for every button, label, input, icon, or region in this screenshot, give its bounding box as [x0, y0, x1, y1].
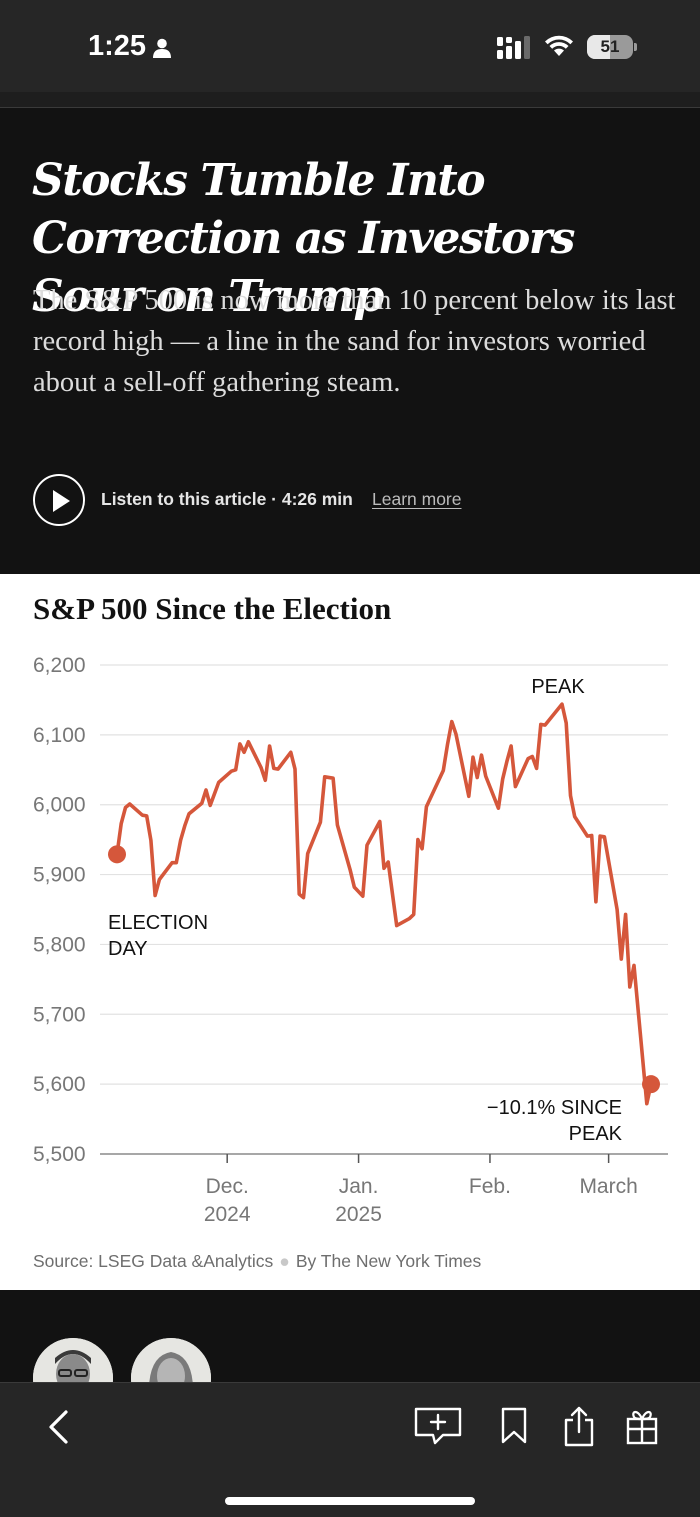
x-tick-label: Feb.: [469, 1175, 511, 1198]
authors-strip: [0, 1290, 700, 1382]
battery-indicator: 51: [587, 35, 637, 59]
x-tick-label: Jan.: [339, 1175, 379, 1198]
play-icon: [53, 490, 70, 512]
chart-title: S&P 500 Since the Election: [33, 591, 392, 626]
source-text: Source: LSEG Data &Analytics: [33, 1251, 274, 1271]
wifi-icon: [545, 35, 573, 56]
y-tick-label: 6,200: [33, 654, 86, 677]
y-tick-label: 5,700: [33, 1003, 86, 1026]
chart-source: Source: LSEG Data &Analytics ● By The New …: [33, 1251, 482, 1271]
latest-point: [642, 1075, 660, 1094]
author-photo-icon: [131, 1338, 211, 1382]
annotation-decline: −10.1% SINCE: [487, 1097, 622, 1119]
sp500-series-line: [115, 702, 653, 1106]
comment-add-icon[interactable]: [413, 1406, 463, 1446]
bookmark-icon[interactable]: [501, 1407, 527, 1445]
article-summary: The S&P 500 is now more than 10 percent …: [33, 285, 676, 398]
author-avatar[interactable]: [33, 1338, 113, 1382]
annotation-election-day: DAY: [108, 938, 148, 960]
top-divider: [0, 92, 700, 108]
y-tick-label: 6,000: [33, 794, 86, 817]
annotation-peak: PEAK: [531, 676, 585, 698]
byline-text: By The New York Times: [295, 1251, 482, 1271]
play-audio-button[interactable]: [33, 474, 85, 526]
author-photo-icon: [33, 1338, 113, 1382]
battery-level: 51: [600, 37, 620, 56]
y-tick-label: 5,600: [33, 1073, 86, 1096]
x-tick-label: March: [579, 1175, 637, 1198]
annotation-election-day: ELECTION: [108, 912, 208, 934]
listen-label: Listen to this article · 4:26 min: [101, 489, 353, 509]
y-tick-label: 5,500: [33, 1143, 86, 1166]
chart-card: 5,500 5,600 5,700 5,800 5,900 6,000 6,100 6,200…: [0, 574, 700, 1290]
gift-icon[interactable]: [626, 1405, 658, 1445]
back-chevron-icon[interactable]: [44, 1409, 74, 1445]
status-bar: 1:25 51: [0, 0, 700, 92]
bottom-toolbar: [0, 1382, 700, 1517]
y-tick-label: 5,900: [33, 864, 86, 887]
cellular-signal-icon: [497, 36, 530, 59]
share-icon[interactable]: [563, 1405, 595, 1447]
article-header: Stocks Tumble Into Correction as Investo…: [0, 108, 700, 574]
y-tick-label: 6,100: [33, 724, 86, 747]
x-tick-label: Dec.: [206, 1175, 249, 1198]
article-headline: Stocks Tumble Into Correction as Investo…: [32, 155, 575, 322]
annotation-decline: PEAK: [569, 1123, 623, 1145]
sp500-line-chart: 5,500 5,600 5,700 5,800 5,900 6,000 6,100 6,200…: [33, 654, 668, 1226]
learn-more-link[interactable]: Learn more: [372, 489, 462, 509]
election-day-point: [108, 845, 126, 864]
y-tick-label: 5,800: [33, 933, 86, 956]
x-tick-label: 2024: [204, 1203, 251, 1226]
home-indicator[interactable]: [225, 1497, 475, 1505]
status-time: 1:25: [88, 30, 147, 62]
author-avatar[interactable]: [131, 1338, 211, 1382]
battery-fill: [587, 35, 611, 59]
person-icon: [153, 38, 171, 58]
x-tick-label: 2025: [335, 1203, 382, 1226]
